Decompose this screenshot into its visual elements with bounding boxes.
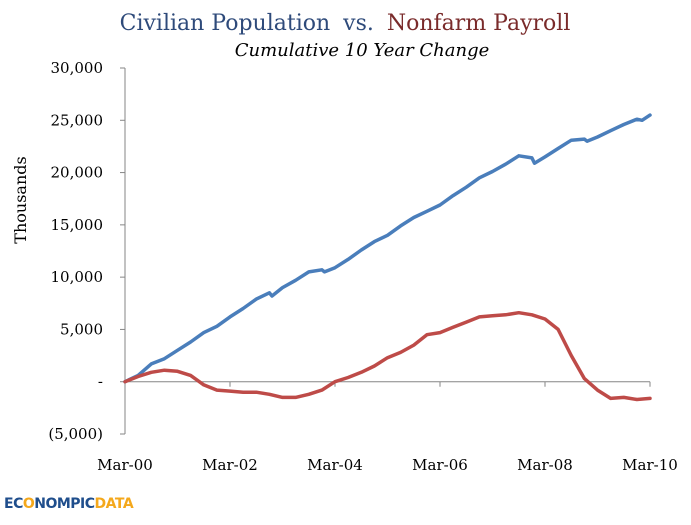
- x-tick-label: Mar-06: [412, 456, 468, 474]
- y-ticks: (5,000) - 5,000 10,000 15,000 20,000 25,000 30,…: [48, 59, 125, 443]
- title-payroll: Nonfarm Payroll: [387, 11, 571, 36]
- y-tick-label: 25,000: [51, 111, 104, 129]
- y-tick-label: 5,000: [60, 320, 103, 338]
- x-tick-label: Mar-04: [307, 456, 363, 474]
- x-tick-label: Mar-02: [202, 456, 258, 474]
- series-lines: [123, 113, 652, 402]
- y-tick-label: 10,000: [51, 268, 104, 286]
- x-ticks: Mar-00 Mar-02 Mar-04 Mar-06 Mar-08 Mar-10: [97, 381, 678, 474]
- y-tick-label: 30,000: [51, 59, 104, 77]
- series-line-nonfarm-payroll: [123, 310, 652, 402]
- axes: [124, 68, 650, 434]
- y-tick-label: -: [98, 373, 103, 391]
- title-joiner: vs.: [342, 11, 374, 36]
- economicdata-logo: ECONOMPICDATA: [4, 496, 134, 512]
- y-tick-label: (5,000): [48, 425, 103, 443]
- x-tick-label: Mar-00: [97, 456, 153, 474]
- x-tick-label: Mar-08: [517, 456, 573, 474]
- y-tick-label: 15,000: [51, 216, 104, 234]
- y-tick-label: 20,000: [51, 164, 104, 182]
- series-line-civilian-population: [123, 113, 652, 384]
- title-population: Civilian Population: [120, 11, 331, 36]
- y-axis-title: Thousands: [11, 156, 30, 243]
- logo-part-nompic: NOMPIC: [34, 496, 95, 512]
- logo-part-o: O: [22, 496, 35, 512]
- logo-part-data: DATA: [94, 496, 134, 512]
- chart-title: Civilian Population vs. Nonfarm Payroll: [120, 11, 571, 36]
- x-tick-label: Mar-10: [622, 456, 678, 474]
- chart-subtitle: Cumulative 10 Year Change: [235, 40, 490, 61]
- logo-part-ec: EC: [4, 496, 23, 512]
